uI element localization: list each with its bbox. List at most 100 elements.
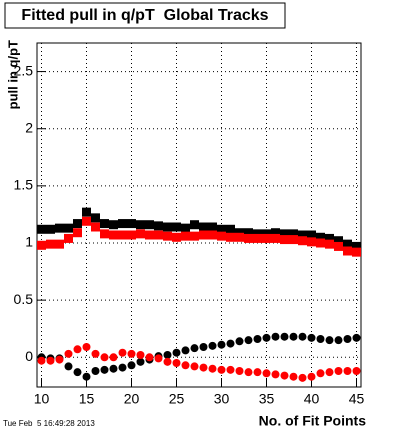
- marker: [208, 230, 217, 240]
- marker: [217, 231, 226, 241]
- marker: [172, 348, 181, 357]
- marker: [136, 351, 145, 359]
- marker: [280, 332, 289, 341]
- marker: [289, 229, 298, 239]
- marker: [46, 239, 55, 249]
- marker: [190, 344, 199, 353]
- marker: [199, 343, 208, 351]
- marker: [163, 222, 172, 232]
- marker: [190, 231, 199, 241]
- marker: [226, 232, 235, 242]
- x-tick-label: 35: [259, 391, 275, 407]
- marker: [244, 368, 253, 377]
- marker: [190, 362, 199, 371]
- marker: [181, 231, 190, 241]
- x-tick-label: 25: [169, 391, 185, 407]
- marker: [208, 341, 217, 350]
- marker: [316, 369, 325, 378]
- marker: [226, 365, 235, 374]
- marker: [199, 222, 208, 232]
- marker: [163, 231, 172, 241]
- marker: [190, 220, 199, 230]
- marker: [334, 336, 343, 345]
- marker: [118, 363, 127, 372]
- marker: [109, 230, 118, 240]
- x-tick-label: 15: [79, 391, 95, 407]
- marker: [127, 349, 136, 358]
- marker: [154, 221, 163, 231]
- marker: [280, 229, 289, 239]
- marker: [55, 355, 64, 364]
- marker: [136, 220, 145, 230]
- y-tick-label: 0.5: [14, 291, 34, 307]
- marker: [334, 241, 343, 251]
- marker: [181, 361, 190, 370]
- y-tick-label: 1: [25, 234, 33, 250]
- marker: [100, 229, 109, 239]
- title-box: [4, 2, 286, 29]
- marker: [172, 232, 181, 242]
- marker: [91, 367, 100, 375]
- marker: [82, 207, 91, 217]
- marker: [253, 368, 262, 377]
- marker: [307, 230, 316, 240]
- marker: [46, 224, 55, 234]
- marker: [154, 354, 163, 363]
- marker: [334, 367, 343, 375]
- marker: [271, 228, 280, 238]
- marker: [235, 232, 244, 242]
- x-tick-label: 10: [34, 391, 50, 407]
- plot-frame: [36, 42, 362, 388]
- marker: [127, 219, 136, 229]
- marker: [307, 372, 316, 381]
- marker: [298, 373, 307, 382]
- marker: [82, 343, 91, 351]
- marker: [55, 239, 64, 249]
- marker: [262, 369, 271, 378]
- marker: [55, 223, 64, 233]
- x-tick-label: 30: [214, 391, 230, 407]
- marker: [91, 222, 100, 232]
- marker: [271, 332, 280, 341]
- marker: [262, 333, 271, 342]
- marker: [37, 224, 46, 234]
- marker: [316, 232, 325, 242]
- timestamp: Tue Feb 5 16:49:28 2013: [3, 419, 95, 428]
- marker: [325, 233, 334, 243]
- marker: [235, 228, 244, 238]
- marker: [217, 340, 226, 349]
- marker: [334, 236, 343, 246]
- marker: [64, 223, 73, 233]
- marker: [181, 346, 190, 355]
- x-tick-label: 20: [124, 391, 140, 407]
- marker: [226, 224, 235, 234]
- marker: [253, 335, 262, 343]
- marker: [172, 359, 181, 367]
- marker: [307, 333, 316, 342]
- marker: [82, 372, 91, 381]
- marker: [91, 349, 100, 358]
- marker: [127, 230, 136, 240]
- marker: [352, 241, 361, 251]
- marker: [343, 367, 352, 375]
- x-axis-label: No. of Fit Points: [259, 413, 367, 429]
- chart-title: Fitted pull in q/pT Global Tracks: [21, 7, 268, 24]
- marker: [271, 233, 280, 243]
- marker: [127, 361, 136, 370]
- y-tick-label: 2: [25, 119, 33, 135]
- marker: [37, 240, 46, 250]
- marker: [217, 224, 226, 234]
- marker: [262, 233, 271, 243]
- marker: [289, 372, 298, 381]
- marker: [325, 336, 334, 345]
- marker: [316, 238, 325, 248]
- marker: [109, 220, 118, 230]
- marker: [64, 349, 73, 358]
- marker: [352, 247, 361, 257]
- marker: [145, 353, 154, 362]
- marker: [244, 233, 253, 243]
- marker: [100, 353, 109, 362]
- marker: [352, 367, 361, 375]
